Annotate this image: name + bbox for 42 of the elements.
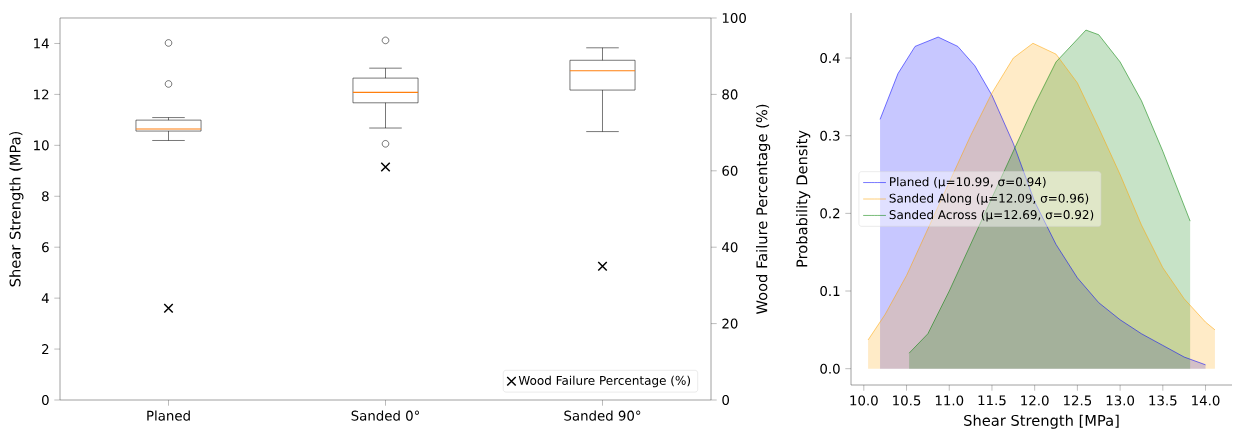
y-tick-label: 2: [42, 344, 49, 355]
y-tick-label: 4: [41, 293, 49, 303]
x-axis-title: Shear Strength [MPa]: [964, 414, 1119, 429]
y-tick-label: 6: [42, 242, 49, 253]
point: [380, 162, 391, 172]
y-axis-title: Shear Strength (MPa): [9, 131, 24, 287]
x-tick-label: 13.0: [1106, 395, 1135, 406]
legend-label: Wood Failure Percentage (%): [518, 375, 691, 388]
x-tick-label: 10.5: [893, 395, 921, 406]
point: [597, 261, 608, 272]
y-tick-label: 8: [42, 191, 49, 202]
x-tick-label: 13.5: [1149, 395, 1177, 406]
x-tick-label: 11.5: [978, 395, 1006, 406]
x-tick-label: 10.0: [850, 395, 878, 406]
y-tick-label: 0.1: [820, 285, 840, 297]
y-tick-label: 10: [34, 140, 49, 151]
x-tick-label: Planed: [147, 410, 190, 421]
legend-label: Sanded Across (μ=12.69, σ=0.92): [889, 209, 1094, 222]
x-tick-label: 14.0: [1192, 395, 1220, 406]
y-tick-label: 0.0: [820, 363, 840, 374]
x-tick-label: Sanded 90°: [564, 410, 641, 421]
y-tick-label: 0.3: [820, 130, 840, 141]
legend-label: Sanded Along (μ=12.09, σ=0.96): [889, 193, 1089, 206]
point: [163, 303, 174, 314]
y2-tick-label: 60: [722, 165, 738, 176]
x-tick-label: 11.0: [935, 395, 964, 406]
y-tick-label: 0.4: [820, 52, 840, 64]
y2-tick-label: 0: [722, 394, 730, 406]
y-tick-label: 12: [34, 89, 49, 100]
y2-tick-label: 80: [722, 89, 738, 100]
y2-tick-label: 100: [722, 12, 746, 24]
y2-axis-title: Wood Failure Percentage (%): [756, 104, 771, 315]
x-tick-label: 12.5: [1064, 395, 1092, 406]
x-tick-label: Sanded 0°: [351, 410, 420, 421]
y2-tick-label: 40: [722, 242, 738, 253]
y-tick-label: 0.2: [820, 208, 840, 219]
y-axis-title: Probability Density: [796, 130, 811, 267]
y-tick-label: 0: [42, 394, 49, 406]
y-tick-label: 14: [34, 38, 49, 49]
y2-tick-label: 20: [722, 318, 738, 329]
legend-label: Planed (μ=10.99, σ=0.94): [890, 176, 1046, 189]
x-tick-label: 12.0: [1021, 395, 1049, 406]
